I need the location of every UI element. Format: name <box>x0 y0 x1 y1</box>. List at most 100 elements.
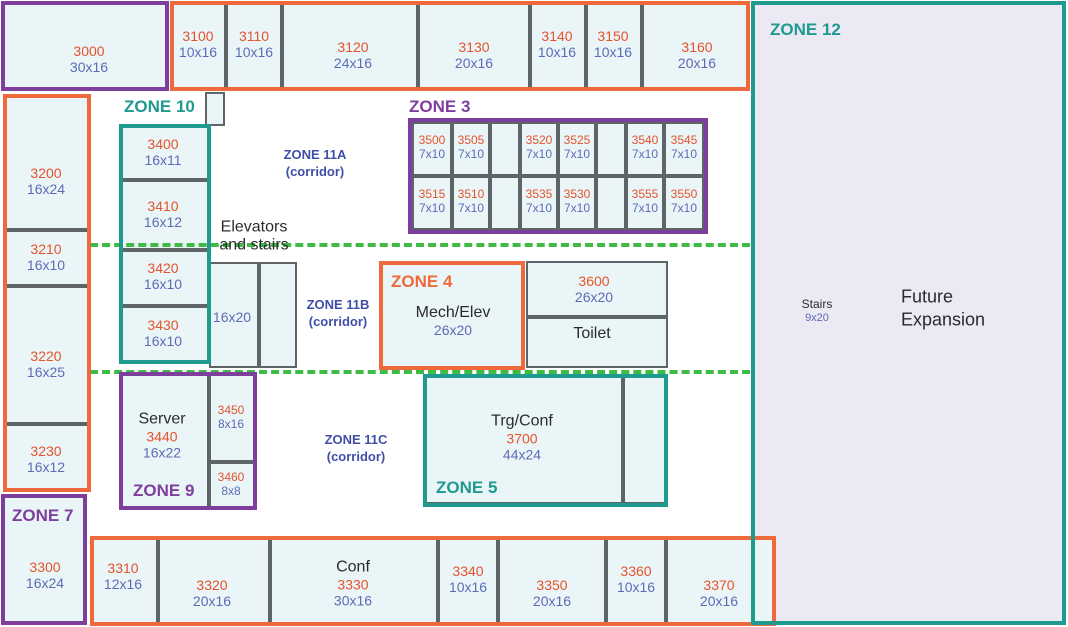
room-3540[interactable] <box>626 122 664 176</box>
zone-border-12 <box>751 1 1066 625</box>
room-3515[interactable] <box>412 176 452 230</box>
room-3540-label: 3540 7x10 <box>631 133 659 162</box>
room-dimension: 16x24 <box>26 181 66 197</box>
room-number: 3510 <box>457 187 485 202</box>
room-3000-label: 3000 30x16 <box>70 43 108 75</box>
room-3520[interactable] <box>520 122 558 176</box>
room-3150[interactable] <box>586 3 642 91</box>
room-number: 3330 <box>337 577 369 594</box>
room-3700[interactable] <box>425 376 623 504</box>
room-dimension: 8x8 <box>221 484 241 498</box>
room-dimension: 10x16 <box>593 44 633 60</box>
room-3535-label: 3535 7x10 <box>526 187 553 216</box>
room-dimension: 7x10 <box>525 147 553 161</box>
room-name: Toilet <box>573 324 611 342</box>
room-number: 3545 <box>670 133 698 148</box>
room-number: 3320 <box>196 576 228 593</box>
corridor-name: ZONE 11A <box>283 147 347 163</box>
room-3550[interactable] <box>664 176 704 230</box>
room-3545-label: 3545 7x10 <box>670 133 698 162</box>
room-3525[interactable] <box>558 122 596 176</box>
zone-7-label: ZONE 7 <box>12 506 74 525</box>
mech-elev-label: Mech/Elev 26x20 <box>416 304 491 338</box>
room-3510-label: 3510 7x10 <box>457 187 485 216</box>
room-3600[interactable] <box>526 261 668 317</box>
room-dimension: 16x22 <box>142 445 182 462</box>
room-3440[interactable] <box>121 374 209 508</box>
room-dimension: 10x16 <box>616 579 656 595</box>
zone-border-10 <box>119 124 211 364</box>
room-3555-label: 3555 7x10 <box>632 187 659 216</box>
room-3420[interactable] <box>121 250 209 306</box>
room-3535[interactable] <box>520 176 558 230</box>
room-name: Conf <box>336 558 370 576</box>
room-3230[interactable] <box>5 424 89 490</box>
room-dimension: 7x10 <box>670 201 698 215</box>
room-zone10-top[interactable] <box>205 92 225 126</box>
room-dimension: 44x24 <box>502 447 542 464</box>
room-dimension: 16x10 <box>143 276 183 292</box>
room-3210[interactable] <box>5 230 89 286</box>
corridor-dashed-line-lower <box>90 370 750 374</box>
room-3320[interactable] <box>158 538 270 624</box>
room-number: 3150 <box>597 27 629 44</box>
corridor-11c-label: ZONE 11C (corridor) <box>325 432 388 466</box>
room-z3-gap2-bot <box>596 176 626 230</box>
room-name: Server <box>138 410 186 428</box>
room-3340[interactable] <box>438 538 498 624</box>
room-3350-label: 3350 20x16 <box>533 577 571 609</box>
room-3330-label: Conf 3330 30x16 <box>334 559 372 610</box>
room-3120[interactable] <box>282 3 418 91</box>
room-3510[interactable] <box>452 176 490 230</box>
room-number: 3360 <box>620 562 652 579</box>
room-name: Trg/Conf <box>491 412 553 430</box>
room-dimension: 9x20 <box>805 311 829 324</box>
room-3000[interactable] <box>2 3 168 91</box>
room-dimension: 20x16 <box>677 55 717 71</box>
room-number: 3530 <box>563 187 591 202</box>
zone-4-label: ZONE 4 <box>391 272 453 291</box>
room-dimension: 8x16 <box>217 417 245 431</box>
zone-3-label: ZONE 3 <box>409 97 471 116</box>
room-elevators-b[interactable] <box>259 262 297 368</box>
room-number: 3160 <box>681 38 713 55</box>
room-z3-gap1-bot <box>490 176 520 230</box>
room-3555[interactable] <box>626 176 664 230</box>
room-3505[interactable] <box>452 122 490 176</box>
room-toilet[interactable] <box>526 317 668 368</box>
room-number: 3600 <box>578 272 610 289</box>
room-dimension: 20x16 <box>699 593 739 609</box>
room-number: 3100 <box>182 27 214 44</box>
room-3500[interactable] <box>412 122 452 176</box>
room-3230-label: 3230 16x12 <box>27 443 65 475</box>
room-future-expansion[interactable] <box>752 3 1065 623</box>
room-dimension: 26x20 <box>433 322 473 339</box>
corridor-name: ZONE 11C <box>324 432 388 448</box>
room-3545[interactable] <box>664 122 704 176</box>
room-dimension: 16x12 <box>26 459 66 475</box>
room-number: 3460 <box>217 470 245 485</box>
room-number: 3130 <box>458 38 490 55</box>
room-dimension: 7x10 <box>418 147 446 161</box>
room-dimension: 10x16 <box>448 579 488 595</box>
room-dimension: 7x10 <box>418 201 446 215</box>
room-dimension: 10x16 <box>234 44 274 60</box>
zone-border-5 <box>423 374 668 507</box>
room-3140[interactable] <box>530 3 586 91</box>
room-3530-label: 3530 7x10 <box>563 187 591 216</box>
zone-12-label: ZONE 12 <box>770 20 841 39</box>
room-3440-label: Server 3440 16x22 <box>138 411 185 462</box>
room-3400[interactable] <box>121 126 209 180</box>
room-number: 3120 <box>337 38 369 55</box>
room-dimension: 7x10 <box>631 147 659 161</box>
room-3350[interactable] <box>498 538 606 624</box>
room-3530[interactable] <box>558 176 596 230</box>
zone-border-9 <box>119 372 257 510</box>
room-elevators[interactable] <box>209 262 259 368</box>
room-number: 3450 <box>217 403 245 418</box>
room-number: 3410 <box>147 197 179 214</box>
room-dimension: 10x16 <box>178 44 218 60</box>
room-number: 3500 <box>418 133 446 148</box>
room-number: 3210 <box>30 240 62 257</box>
